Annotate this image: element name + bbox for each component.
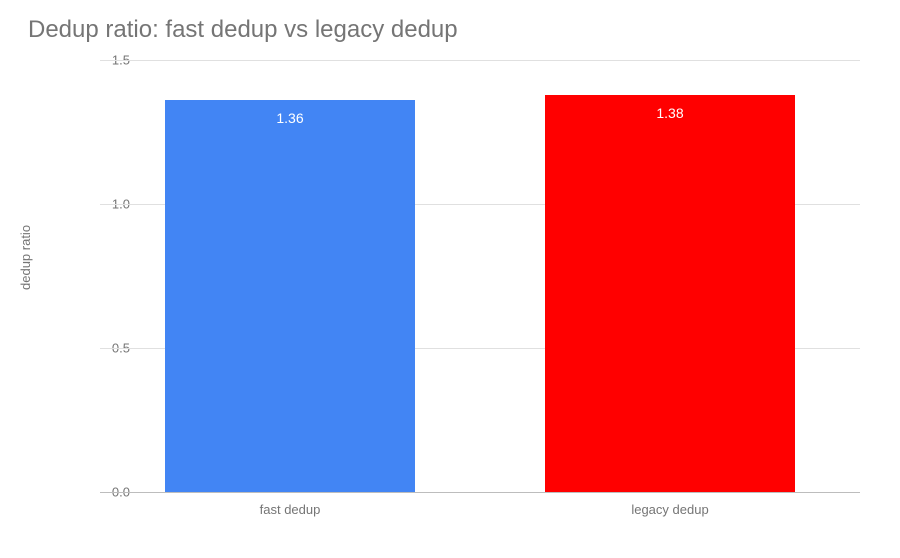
bar-value-label-legacy-dedup: 1.38 [545, 105, 795, 121]
bar-fast-dedup: 1.36 [165, 100, 415, 492]
chart-container: Dedup ratio: fast dedup vs legacy dedup … [0, 0, 900, 558]
y-axis-label: dedup ratio [18, 225, 33, 290]
bar-legacy-dedup: 1.38 [545, 95, 795, 492]
baseline [100, 492, 860, 493]
x-tick-label-1: legacy dedup [631, 502, 708, 517]
plot-area: 1.36 1.38 fast dedup legacy dedup [100, 60, 860, 492]
chart-title: Dedup ratio: fast dedup vs legacy dedup [28, 16, 458, 44]
x-tick-label-0: fast dedup [260, 502, 321, 517]
gridline-1.5 [100, 60, 860, 61]
bar-value-label-fast-dedup: 1.36 [165, 110, 415, 126]
